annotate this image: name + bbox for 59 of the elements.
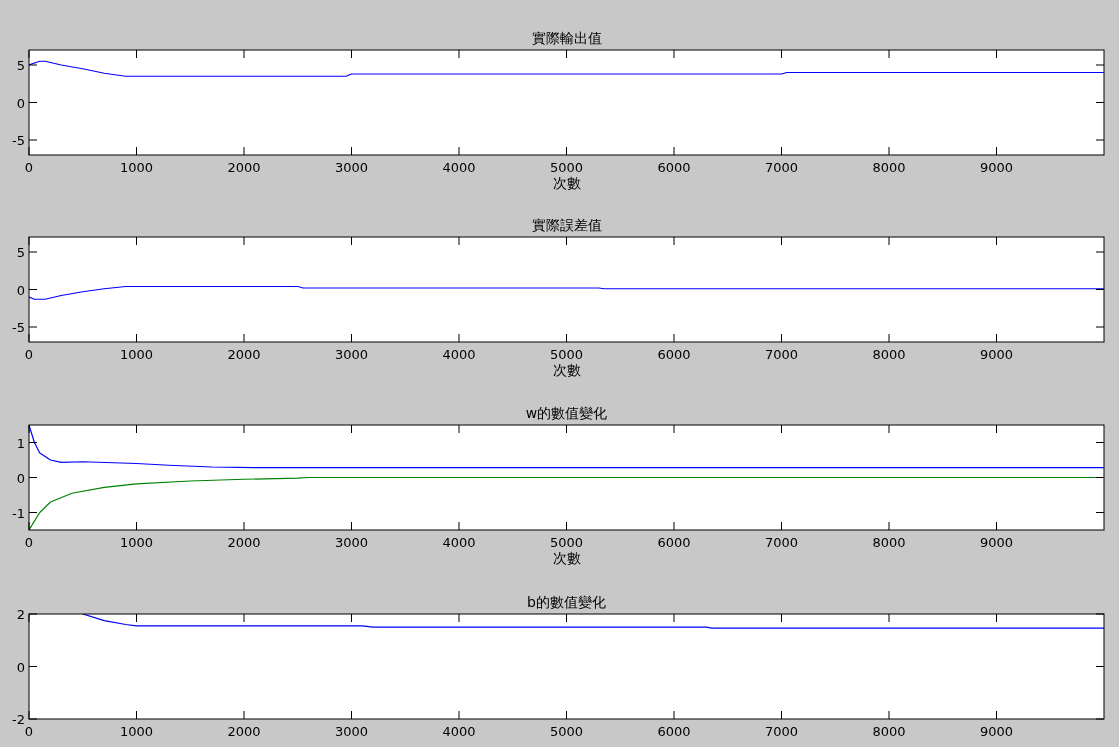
x-tick-label: 9000 — [979, 724, 1014, 739]
line-series — [29, 425, 1104, 469]
x-tick-label: 1000 — [119, 347, 154, 362]
y-tick-label: -5 — [12, 320, 25, 335]
x-tick-label: 9000 — [979, 160, 1014, 175]
x-tick-label: 9000 — [979, 347, 1014, 362]
x-tick-label: 7000 — [764, 724, 799, 739]
chart-title: w的數值變化 — [525, 405, 608, 421]
y-tick-label: 2 — [16, 607, 25, 622]
y-tick-label: 0 — [16, 659, 25, 675]
x-tick-label: 2000 — [227, 724, 261, 739]
x-axis-title: 次數 — [552, 550, 581, 566]
line-series — [29, 285, 1104, 300]
x-tick-label: 9000 — [979, 535, 1014, 550]
x-tick-label: 7000 — [764, 347, 799, 362]
x-tick-label: 7000 — [764, 535, 799, 550]
y-tick-label: 5 — [16, 245, 25, 260]
x-tick-label: 4000 — [442, 724, 476, 739]
x-tick-label: 8000 — [872, 535, 906, 550]
x-tick-label: 6000 — [657, 724, 691, 739]
x-tick-label: 4000 — [442, 347, 476, 362]
x-tick-label: 2000 — [227, 535, 261, 550]
chart-title: b的數值變化 — [527, 594, 606, 610]
x-tick-label: 3000 — [334, 347, 369, 362]
y-tick-label: 0 — [16, 470, 25, 486]
x-axis-title: 次數 — [552, 175, 581, 191]
x-tick-label: 5000 — [549, 724, 584, 739]
x-tick-label: 6000 — [657, 535, 691, 550]
x-tick-label: 8000 — [872, 347, 906, 362]
y-tick-label: -1 — [12, 505, 25, 521]
x-tick-label: 4000 — [442, 160, 476, 175]
chart-title: 實際誤差值 — [531, 217, 602, 233]
x-tick-label: 2000 — [227, 160, 261, 175]
x-tick-label: 4000 — [442, 535, 476, 550]
x-tick-label: 7000 — [764, 160, 799, 175]
x-tick-label: 1000 — [119, 160, 154, 175]
x-tick-label: 1000 — [119, 724, 154, 739]
y-tick-label: 1 — [16, 435, 25, 451]
x-tick-label: 6000 — [657, 347, 691, 362]
chart-title: 實際輸出值 — [531, 30, 602, 46]
y-tick-label: -2 — [12, 712, 25, 727]
line-series — [82, 614, 1104, 629]
y-tick-label: 0 — [16, 282, 25, 298]
x-tick-label: 6000 — [657, 160, 691, 175]
x-tick-label: 2000 — [227, 347, 261, 362]
x-tick-label: 5000 — [549, 160, 584, 175]
x-tick-label: 3000 — [334, 160, 369, 175]
y-tick-label: 0 — [16, 95, 25, 111]
x-tick-label: 5000 — [549, 535, 584, 550]
x-tick-label: 8000 — [872, 724, 906, 739]
line-series — [29, 60, 1104, 77]
x-tick-label: 5000 — [549, 347, 584, 362]
x-tick-label: 3000 — [334, 724, 369, 739]
y-tick-label: -5 — [12, 133, 25, 148]
x-tick-label: 1000 — [119, 535, 154, 550]
y-tick-label: 5 — [16, 58, 25, 73]
x-tick-label: 8000 — [872, 160, 906, 175]
x-axis-title: 次數 — [552, 362, 581, 378]
x-tick-label: 3000 — [334, 535, 369, 550]
